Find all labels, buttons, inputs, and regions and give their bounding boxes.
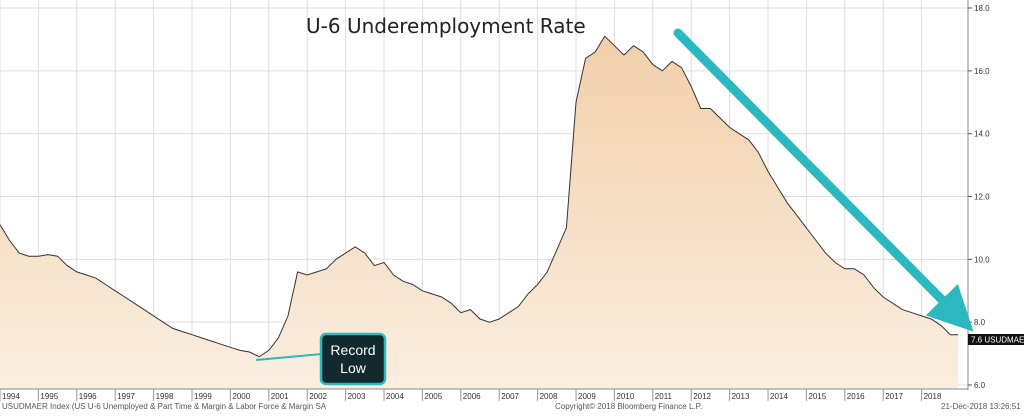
y-axis: 18.0 16.0 14.0 12.0 10.0 8.0 6.0 <box>968 4 990 390</box>
y-tick-label: 6.0 <box>974 381 986 390</box>
x-tick-label: 2001 <box>271 392 289 401</box>
x-tick-label: 2007 <box>501 392 519 401</box>
x-tick-label: 2004 <box>386 392 404 401</box>
callout-line-2: Low <box>340 360 367 376</box>
x-tick-label: 2003 <box>348 392 366 401</box>
trend-arrow <box>673 28 974 332</box>
last-value-tag <box>968 334 1024 345</box>
callout-line-1: Record <box>330 342 375 358</box>
chart-title: U-6 Underemployment Rate <box>306 14 586 38</box>
y-tick-label: 10.0 <box>974 255 990 264</box>
x-tick-label: 2017 <box>885 392 903 401</box>
x-tick-label: 2000 <box>232 392 250 401</box>
y-tick-label: 8.0 <box>974 318 986 327</box>
y-tick-label: 18.0 <box>974 4 990 13</box>
y-tick-label: 12.0 <box>974 193 990 202</box>
y-tick-label: 16.0 <box>974 67 990 76</box>
x-tick-label: 1997 <box>117 392 135 401</box>
x-tick-label: 1999 <box>194 392 212 401</box>
x-tick-label: 2011 <box>655 392 673 401</box>
last-value-label: 7.6 USUDMAER <box>971 336 1024 345</box>
x-tick-label: 2010 <box>616 392 634 401</box>
x-tick-label: 2002 <box>309 392 327 401</box>
x-tick-label: 1998 <box>156 392 174 401</box>
callout-pointer <box>255 353 323 361</box>
x-tick-label: 2014 <box>770 392 788 401</box>
series-line <box>0 35 959 358</box>
x-tick-label: 1995 <box>40 392 58 401</box>
x-tick-label: 2018 <box>924 392 942 401</box>
x-tick-label: 1996 <box>79 392 97 401</box>
footer-source: USUDMAER Index (US U-6 Unemployed & Part… <box>2 402 327 411</box>
x-tick-label: 2008 <box>540 392 558 401</box>
x-tick-label: 2005 <box>424 392 442 401</box>
series-area <box>0 36 959 390</box>
x-tick-label: 2015 <box>808 392 826 401</box>
x-tick-label: 2016 <box>847 392 865 401</box>
x-axis: 1994 1995 1996 1997 1998 1999 2000 2001 2002 2003… <box>0 389 942 401</box>
x-tick-label: 1994 <box>2 392 20 401</box>
x-tick-label: 2013 <box>732 392 750 401</box>
footer-timestamp: 21-Dec-2018 13:26:51 <box>941 402 1021 411</box>
record-low-callout <box>319 332 387 386</box>
y-tick-label: 14.0 <box>974 130 990 139</box>
footer-copyright: Copyright© 2018 Bloomberg Finance L.P. <box>555 402 702 411</box>
x-tick-label: 2006 <box>463 392 481 401</box>
x-tick-label: 2009 <box>578 392 596 401</box>
x-tick-label: 2012 <box>693 392 711 401</box>
